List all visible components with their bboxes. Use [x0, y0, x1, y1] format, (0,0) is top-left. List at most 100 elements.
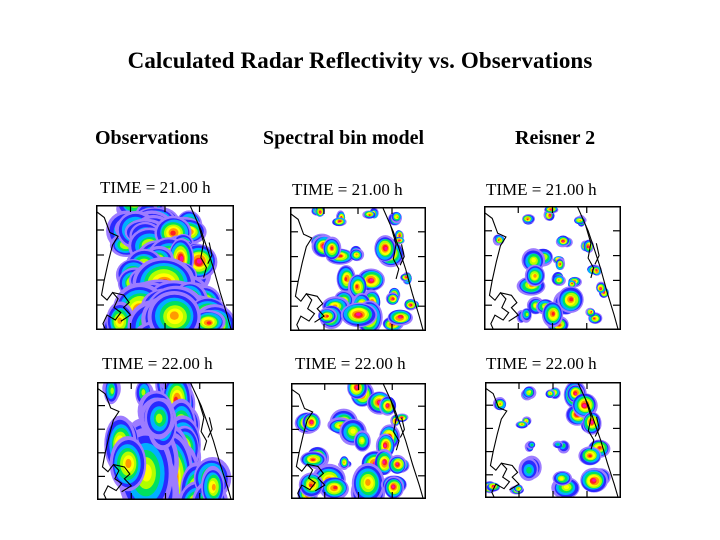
reflectivity-contour — [338, 254, 343, 258]
reflectivity-contour — [117, 317, 123, 324]
tampa-bay-coastline — [113, 464, 133, 493]
axis-ticks — [290, 207, 426, 331]
tampa-bay-coastline — [307, 463, 326, 492]
reflectivity-contour — [398, 234, 400, 237]
reflectivity-contour — [404, 275, 407, 278]
reflectivity-cell — [192, 456, 232, 510]
reflectivity-cell — [522, 214, 536, 225]
west-coastline — [290, 212, 316, 331]
reflectivity-contour — [355, 253, 358, 256]
reflectivity-cell — [340, 300, 383, 331]
tampa-bay-coastline — [112, 291, 132, 322]
reflectivity-contour — [186, 496, 201, 500]
reflectivity-contour — [326, 315, 329, 318]
east-coastline — [189, 205, 232, 330]
indian-river-lagoon — [390, 400, 405, 451]
reflectivity-cell — [552, 256, 566, 270]
reflectivity-contour — [343, 461, 345, 464]
reflectivity-contour — [311, 458, 315, 461]
reflectivity-contour — [344, 277, 348, 282]
map-panel-reisner2-22h — [485, 382, 621, 498]
reflectivity-contour — [590, 310, 593, 313]
tampa-bay-coastline — [501, 462, 520, 491]
reflectivity-contour — [571, 282, 573, 285]
reflectivity-contour — [169, 311, 179, 320]
reflectivity-contour — [383, 444, 387, 448]
indian-river-lagoon — [584, 224, 600, 279]
west-coastline — [96, 210, 122, 330]
reflectivity-contour — [557, 279, 560, 281]
reflectivity-cell — [518, 455, 542, 482]
east-coastline — [576, 382, 619, 498]
radar-map — [96, 205, 234, 330]
reflectivity-contour — [396, 216, 399, 219]
reflectivity-contour — [499, 403, 502, 406]
reflectivity-cell — [137, 390, 177, 451]
axis-ticks — [484, 206, 621, 330]
west-coastline — [484, 211, 510, 330]
reflectivity-cell — [366, 391, 397, 416]
reflectivity-cell — [338, 456, 352, 470]
reflectivity-cell — [580, 411, 602, 435]
reflectivity-contour — [569, 297, 574, 302]
map-panel-spectral-21h — [290, 207, 426, 331]
reflectivity-contour — [548, 214, 551, 217]
reflectivity-cell — [492, 397, 507, 411]
time-label-observations-21h: TIME = 21.00 h — [100, 178, 211, 197]
reflectivity-contour — [526, 218, 529, 221]
reflectivity-contour — [574, 392, 577, 396]
map-panel-spectral-22h — [291, 383, 426, 499]
reflectivity-contour — [556, 443, 560, 446]
east-coastline — [381, 207, 424, 331]
reflectivity-contour — [520, 423, 524, 426]
tampa-bay-coastline — [500, 292, 520, 322]
reflectivity-cell — [585, 307, 603, 324]
west-coastline — [485, 387, 511, 498]
radar-map — [291, 383, 426, 499]
reflectivity-cell — [294, 412, 321, 434]
reflectivity-contour — [588, 454, 592, 458]
reflectivity-cell — [332, 210, 347, 227]
reflectivity-contour — [189, 502, 199, 513]
reflectivity-cell — [350, 462, 386, 499]
reflectivity-cell — [127, 290, 201, 345]
reflectivity-contour — [207, 502, 213, 510]
reflectivity-contour — [154, 336, 162, 342]
reflectivity-contour — [356, 312, 361, 316]
indian-river-lagoon — [585, 399, 600, 450]
reflectivity-contour — [155, 413, 163, 424]
radar-map — [484, 206, 621, 330]
time-label-spectral-22h: TIME = 22.00 h — [295, 354, 406, 373]
reflectivity-contour — [150, 334, 165, 345]
reflectivity-contour — [599, 287, 602, 290]
radar-map — [485, 382, 621, 498]
reflectivity-contour — [319, 211, 322, 213]
reflectivity-contour — [593, 317, 596, 320]
reflectivity-contour — [386, 404, 389, 407]
map-panel-reisner2-21h — [484, 206, 621, 330]
axis-ticks — [485, 382, 621, 498]
reflectivity-contour — [170, 230, 176, 236]
reflectivity-contour — [206, 321, 212, 325]
reflectivity-contour — [195, 502, 201, 509]
reflectivity-contour — [365, 479, 371, 486]
reflectivity-contour — [382, 460, 385, 464]
reflectivity-contour — [310, 421, 313, 424]
reflectivity-cell — [404, 298, 419, 311]
reflectivity-contour — [525, 420, 528, 422]
axis-ticks — [97, 382, 234, 500]
axis-ticks — [291, 383, 426, 499]
west-coastline — [291, 388, 317, 499]
reflectivity-cell — [336, 264, 367, 300]
reflectivity-contour — [368, 214, 371, 217]
reflectivity-cell — [347, 383, 375, 407]
west-coastline — [97, 387, 123, 500]
reflectivity-contour — [602, 292, 605, 294]
reflectivity-contour — [590, 420, 594, 424]
reflectivity-contour — [588, 246, 590, 248]
map-panel-observations-21h — [96, 205, 234, 330]
reflectivity-contour — [579, 219, 582, 222]
reflectivity-cell — [524, 440, 536, 452]
reflectivity-contour — [549, 393, 552, 395]
east-coastline — [382, 383, 424, 499]
